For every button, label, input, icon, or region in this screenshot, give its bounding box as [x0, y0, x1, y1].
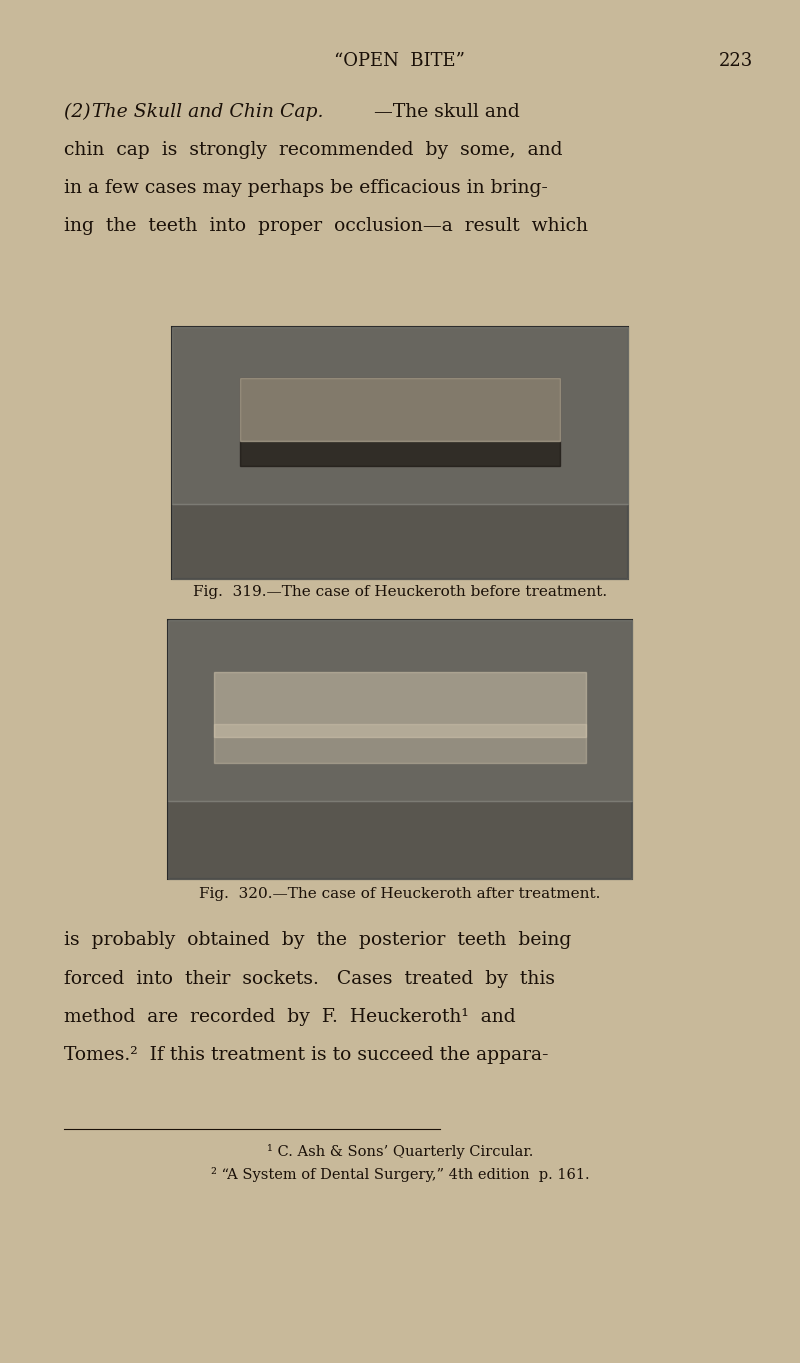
Bar: [240, 378, 560, 440]
FancyBboxPatch shape: [168, 620, 632, 879]
Text: chin  cap  is  strongly  recommended  by  some,  and: chin cap is strongly recommended by some…: [64, 140, 562, 159]
Text: (2): (2): [64, 102, 97, 121]
Text: forced  into  their  sockets.   Cases  treated  by  this: forced into their sockets. Cases treated…: [64, 969, 555, 988]
Bar: [240, 378, 560, 466]
Text: ing  the  teeth  into  proper  occlusion—a  result  which: ing the teeth into proper occlusion—a re…: [64, 217, 588, 236]
Text: “OPEN  BITE”: “OPEN BITE”: [334, 52, 466, 71]
Bar: [214, 724, 586, 763]
Text: The Skull and Chin Cap.: The Skull and Chin Cap.: [92, 102, 323, 121]
Text: in a few cases may perhaps be efficacious in bring-: in a few cases may perhaps be efficaciou…: [64, 179, 548, 198]
Text: —The skull and: —The skull and: [374, 102, 520, 121]
Text: method  are  recorded  by  F.  Heuckeroth¹  and: method are recorded by F. Heuckeroth¹ an…: [64, 1007, 516, 1026]
Bar: [168, 620, 632, 801]
FancyBboxPatch shape: [172, 327, 628, 579]
Bar: [214, 672, 586, 737]
Text: Tomes.²  If this treatment is to succeed the appara-: Tomes.² If this treatment is to succeed …: [64, 1045, 549, 1065]
Bar: [172, 327, 628, 504]
Bar: [172, 504, 628, 579]
Text: Fig.  320.—The case of Heuckeroth after treatment.: Fig. 320.—The case of Heuckeroth after t…: [199, 887, 601, 901]
Text: ¹ C. Ash & Sons’ Quarterly Circular.: ¹ C. Ash & Sons’ Quarterly Circular.: [267, 1144, 533, 1160]
Text: 223: 223: [719, 52, 753, 71]
Text: Fig.  319.—The case of Heuckeroth before treatment.: Fig. 319.—The case of Heuckeroth before …: [193, 585, 607, 598]
Text: ² “A System of Dental Surgery,” 4th edition  p. 161.: ² “A System of Dental Surgery,” 4th edit…: [210, 1167, 590, 1183]
Text: is  probably  obtained  by  the  posterior  teeth  being: is probably obtained by the posterior te…: [64, 931, 571, 950]
Bar: [168, 801, 632, 879]
